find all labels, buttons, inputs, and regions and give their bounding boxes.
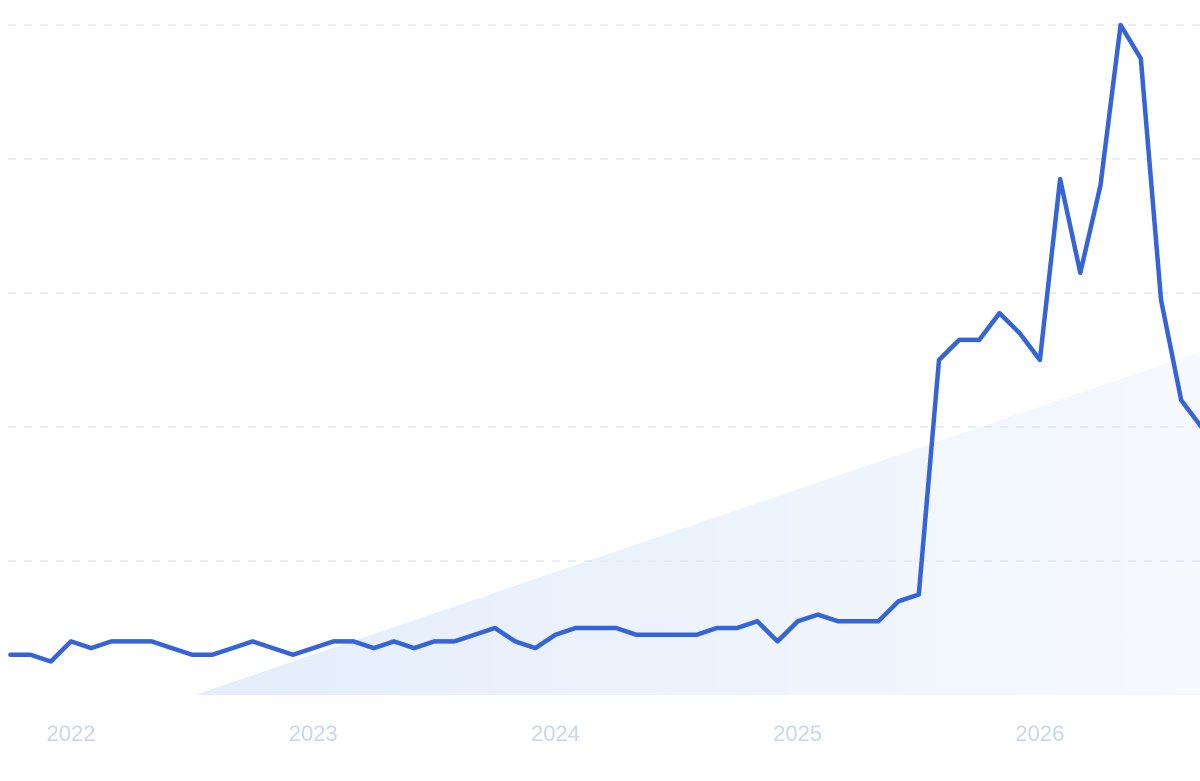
- x-tick-label: 2025: [773, 721, 822, 746]
- x-tick-label: 2024: [531, 721, 580, 746]
- x-tick-label: 2023: [289, 721, 338, 746]
- x-axis: 2022 2023 2024 2025 2026: [46, 721, 1064, 746]
- x-tick-label: 2026: [1015, 721, 1064, 746]
- data-line: [8, 22, 1200, 664]
- x-tick-label: 2022: [46, 721, 95, 746]
- background-wedge: [195, 352, 1200, 695]
- plot: [8, 22, 1200, 664]
- grid: [8, 24, 1200, 562]
